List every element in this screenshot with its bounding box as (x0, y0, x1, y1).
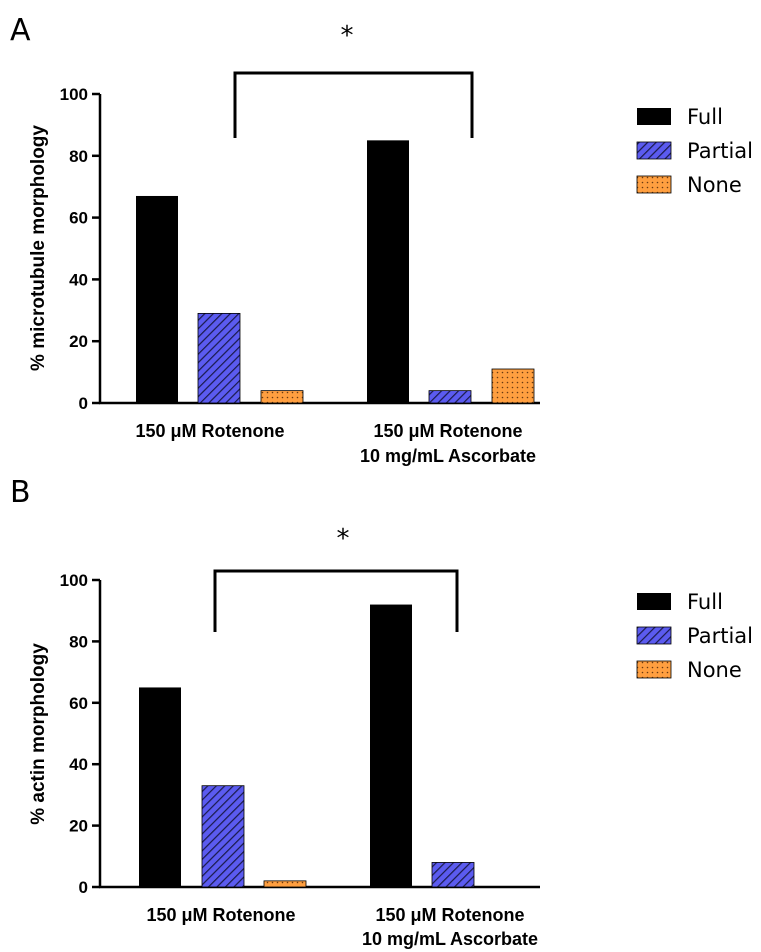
bar-none-group-1 (263, 880, 307, 888)
panel-b: B * % actin morphology 0 20 40 60 80 100 150 … (10, 475, 753, 949)
category-label-1: 150 μM Rotenone (146, 905, 295, 925)
legend-label-none: None (687, 173, 742, 197)
legend-swatch-partial (636, 626, 672, 645)
y-tick-label: 60 (69, 209, 88, 228)
y-tick-label: 0 (79, 394, 88, 413)
category-label-2-line-2: 10 mg/mL Ascorbate (360, 446, 536, 466)
bar-partial-group-1 (201, 785, 245, 888)
legend-label-full: Full (687, 590, 723, 614)
bar-partial-group-2 (428, 390, 472, 404)
y-tick-label: 80 (69, 147, 88, 166)
legend-label-partial: Partial (687, 139, 753, 163)
y-axis-label: % actin morphology (28, 643, 49, 825)
y-tick-label: 40 (69, 755, 88, 774)
category-label-2-line-1: 150 μM Rotenone (375, 905, 524, 925)
category-label-2-line-1: 150 μM Rotenone (373, 421, 522, 441)
legend-swatch-none (636, 175, 672, 194)
legend-swatch-none (636, 660, 672, 679)
panel-letter-b: B (10, 475, 31, 510)
bar-none-group-1 (260, 390, 304, 404)
legend-swatch-full (637, 593, 671, 610)
bar-partial-group-1 (197, 312, 241, 404)
significance-bracket (233, 71, 474, 138)
legend: Full Partial None (636, 105, 753, 197)
bar-full-group-1 (136, 195, 178, 403)
bar-full-group-1 (139, 687, 181, 887)
y-tick-label: 80 (69, 632, 88, 651)
bar-full-group-2 (367, 140, 409, 403)
y-tick-label: 40 (69, 270, 88, 289)
category-label-1: 150 μM Rotenone (135, 421, 284, 441)
y-tick-label: 60 (69, 694, 88, 713)
legend-swatch-full (637, 108, 671, 125)
legend-label-full: Full (687, 105, 723, 129)
panel-letter-a: A (10, 13, 31, 48)
legend-label-partial: Partial (687, 624, 753, 648)
bar-full-group-2 (370, 604, 412, 887)
y-tick-label: 100 (60, 571, 88, 590)
y-tick-label: 100 (60, 85, 88, 104)
bar-partial-group-2 (431, 862, 475, 888)
y-tick-label: 20 (69, 332, 88, 351)
legend: Full Partial None (636, 590, 753, 682)
panel-a: A * % microtubule morphology 0 20 40 60 80 10… (10, 13, 753, 466)
bar-none-group-2 (491, 368, 535, 404)
significance-bracket (213, 569, 459, 632)
significance-star: * (341, 21, 354, 51)
y-tick-label: 0 (79, 878, 88, 897)
significance-star: * (337, 524, 350, 554)
legend-label-none: None (687, 658, 742, 682)
category-label-2-line-2: 10 mg/mL Ascorbate (362, 929, 538, 949)
y-axis-label: % microtubule morphology (28, 125, 49, 371)
y-tick-label: 20 (69, 817, 88, 836)
legend-swatch-partial (636, 141, 672, 160)
